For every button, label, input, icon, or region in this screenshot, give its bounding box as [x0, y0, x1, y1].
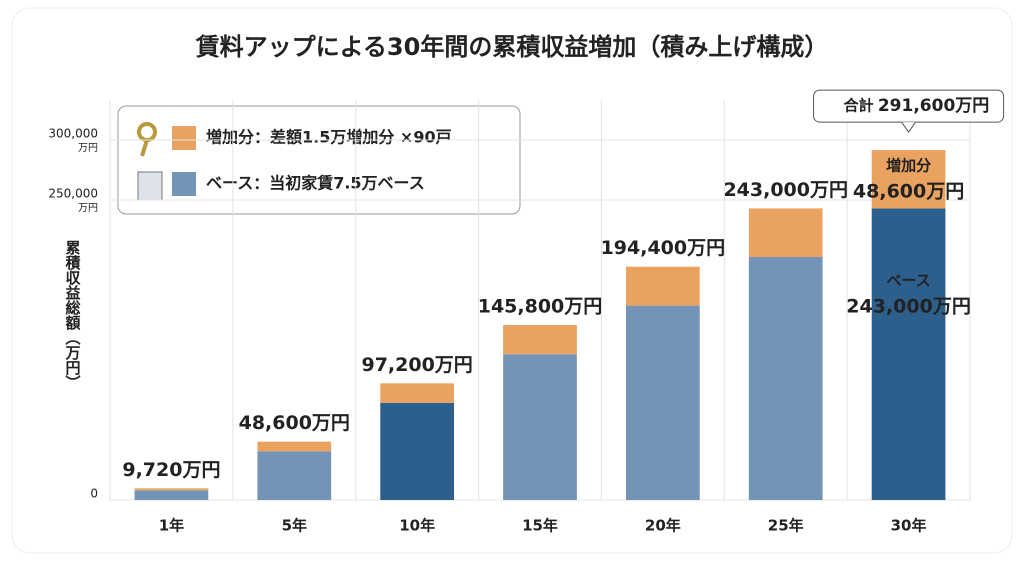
x-tick-label: 10年	[399, 517, 435, 535]
total-label: 9,720万円	[122, 459, 220, 481]
x-tick-label: 5年	[282, 517, 307, 535]
bar-segment	[380, 383, 454, 403]
chart-title: 賃料アップによる30年間の累積収益増加（積み上げ構成）	[195, 33, 829, 61]
total-label: 243,000万円	[723, 179, 848, 201]
bar-segment	[871, 150, 946, 209]
y-axis-label: 累積収益総額（万円）	[64, 240, 82, 390]
callout-pointer	[901, 121, 916, 133]
legend-label: 増加分：差額1.5万増加分 ×90戸	[206, 128, 452, 147]
bar-segment	[871, 208, 946, 500]
key-icon	[140, 139, 149, 157]
bar-segment	[626, 305, 700, 500]
total-label: 194,400万円	[601, 237, 726, 259]
bar-segment	[380, 402, 454, 500]
y-tick-label: 300,000	[48, 127, 98, 141]
legend-box	[117, 105, 521, 215]
y-tick-label: 0	[90, 487, 98, 501]
total-label: 48,600万円	[239, 412, 350, 434]
bar-segment	[257, 451, 332, 500]
bar-segment	[134, 488, 209, 491]
legend-label: ベース：当初家賃7.5万ベース	[206, 174, 425, 193]
x-tick-label: 15年	[522, 517, 558, 535]
x-tick-label: 1年	[159, 517, 184, 535]
bar-segment	[134, 490, 209, 500]
y-tick-unit: 万円	[78, 203, 98, 214]
legend-swatch	[172, 126, 196, 150]
callout-prefix: 合計	[843, 97, 874, 115]
bar-segment	[257, 441, 332, 452]
bar-segment	[503, 325, 577, 355]
segment-value: 243,000万円	[846, 296, 971, 318]
bar-segment	[503, 354, 577, 500]
legend-swatch	[172, 172, 196, 196]
bar-segment	[748, 208, 823, 257]
segment-name: 増加分	[886, 157, 931, 175]
x-tick-label: 20年	[645, 517, 681, 535]
segment-value: 48,600万円	[853, 181, 964, 203]
building-icon	[137, 171, 163, 201]
y-tick-unit: 万円	[78, 143, 98, 154]
bar-segment	[626, 266, 700, 306]
total-label: 97,200万円	[361, 354, 472, 376]
total-label: 145,800万円	[478, 296, 603, 318]
bar-segment	[748, 257, 823, 500]
segment-name: ベース	[886, 272, 930, 290]
y-tick-label: 250,000	[48, 187, 98, 201]
x-tick-label: 25年	[768, 517, 804, 535]
x-tick-label: 30年	[891, 517, 927, 535]
callout-value: 291,600万円	[878, 96, 989, 116]
